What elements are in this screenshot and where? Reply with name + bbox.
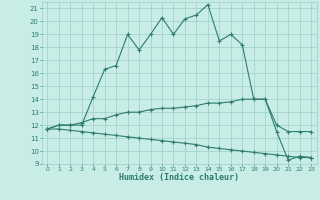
- X-axis label: Humidex (Indice chaleur): Humidex (Indice chaleur): [119, 173, 239, 182]
